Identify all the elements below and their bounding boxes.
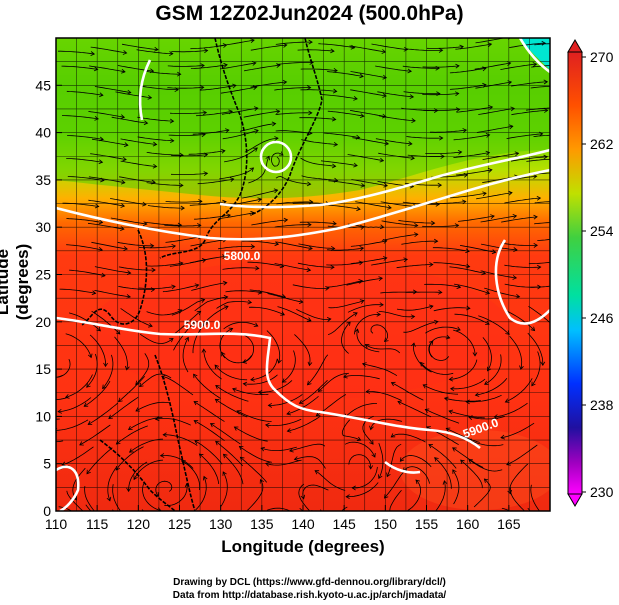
contour-label: 5900.0 <box>184 318 221 332</box>
x-axis-ticks: 110 115 120 125 130 135 140 145 150 155 160 165 <box>45 505 521 532</box>
x-tick-label: 110 <box>45 516 68 532</box>
colorbar-label: 254 <box>590 223 614 239</box>
y-tick-label: 40 <box>35 125 51 141</box>
y-axis-ticks: 0 5 10 15 20 25 30 35 40 45 <box>35 77 62 519</box>
map-grid <box>56 38 550 511</box>
colorbar-bottom-arrow <box>567 493 583 507</box>
x-tick-label: 130 <box>209 516 233 532</box>
colorbar-label: 238 <box>590 397 614 413</box>
x-tick-label: 155 <box>415 516 439 532</box>
x-tick-label: 145 <box>332 516 356 532</box>
x-tick-label: 160 <box>456 516 480 532</box>
x-tick-label: 165 <box>497 516 521 532</box>
contour-label: 5800.0 <box>224 249 261 263</box>
x-tick-label: 150 <box>374 516 398 532</box>
credit-line-drawing: Drawing by DCL (https://www.gfd-dennou.o… <box>173 577 446 588</box>
y-tick-label: 30 <box>35 219 51 235</box>
x-tick-label: 120 <box>127 516 151 532</box>
chart-title: GSM 12Z02Jun2024 (500.0hPa) <box>155 2 464 25</box>
colorbar-top-arrow <box>567 39 583 53</box>
x-tick-label: 135 <box>250 516 274 532</box>
wind-streamlines <box>56 38 550 511</box>
y-tick-label: 20 <box>35 314 51 330</box>
y-tick-label: 0 <box>43 503 51 519</box>
y-tick-label: 25 <box>35 267 51 283</box>
colorbar-label: 270 <box>590 49 614 65</box>
colorbar-label: 230 <box>590 484 614 500</box>
y-tick-label: 45 <box>35 77 51 93</box>
y-tick-label: 10 <box>35 408 51 424</box>
height-contours <box>56 38 550 511</box>
y-tick-label: 15 <box>35 361 51 377</box>
x-axis-label: Longitude (degrees) <box>221 537 385 556</box>
colorbar-label: 246 <box>590 310 614 326</box>
y-tick-label: 35 <box>35 172 51 188</box>
colorbar-gradient <box>567 51 583 495</box>
x-tick-label: 140 <box>291 516 315 532</box>
x-tick-label: 125 <box>168 516 192 532</box>
credit-line-data: Data from http://database.rish.kyoto-u.a… <box>172 590 447 601</box>
colorbar-label: 262 <box>590 136 614 152</box>
y-tick-label: 5 <box>43 456 51 472</box>
colorbar: 270 262 254 246 238 230 <box>567 39 614 507</box>
y-axis-label: Latitude (degrees) <box>0 243 32 321</box>
x-tick-label: 115 <box>86 516 109 532</box>
